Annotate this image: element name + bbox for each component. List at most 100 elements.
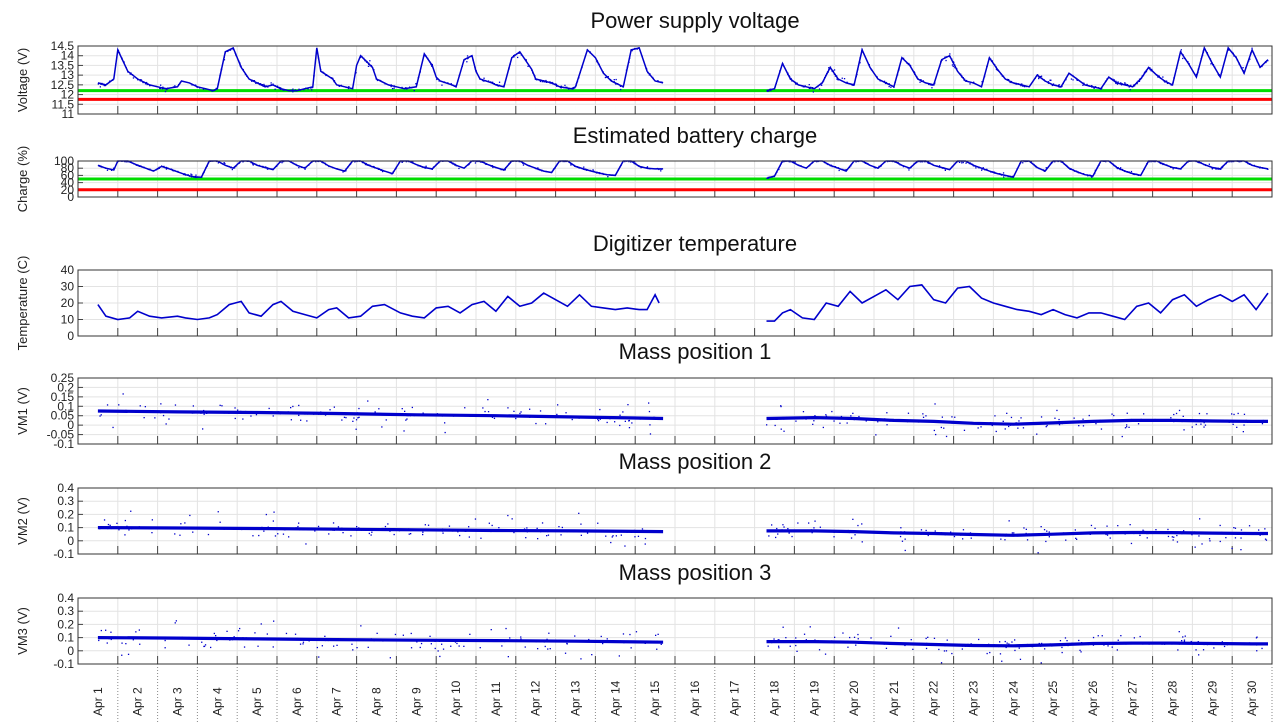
data-point xyxy=(350,528,352,530)
data-point xyxy=(126,410,128,412)
data-point xyxy=(822,641,824,643)
data-point xyxy=(239,627,241,630)
data-point xyxy=(121,642,123,644)
data-point xyxy=(1064,637,1067,639)
data-point xyxy=(767,177,769,179)
data-point xyxy=(916,76,918,78)
data-point xyxy=(946,639,948,641)
data-point xyxy=(1195,73,1198,76)
data-point xyxy=(1248,163,1251,165)
data-point xyxy=(517,415,520,418)
data-point xyxy=(167,637,169,639)
data-point xyxy=(1043,534,1045,536)
x-tick-label: Apr 2 xyxy=(131,687,145,716)
data-point xyxy=(1197,641,1199,643)
data-point xyxy=(266,167,269,169)
data-point xyxy=(526,531,528,533)
data-point xyxy=(940,662,943,664)
data-point xyxy=(356,647,358,649)
y-tick-label: 30 xyxy=(61,280,75,294)
data-point xyxy=(1238,62,1240,64)
data-point xyxy=(1243,643,1246,646)
data-point xyxy=(234,412,236,414)
data-point xyxy=(1178,409,1181,412)
data-point xyxy=(317,525,320,528)
data-point xyxy=(989,422,991,424)
data-point xyxy=(135,164,137,166)
data-point xyxy=(364,163,367,166)
data-point xyxy=(324,639,326,641)
data-point xyxy=(951,64,954,66)
data-point xyxy=(930,644,932,646)
data-point xyxy=(370,66,373,68)
data-point xyxy=(883,419,885,422)
data-point xyxy=(228,165,230,168)
data-point xyxy=(146,81,148,84)
data-point xyxy=(371,413,373,415)
data-point xyxy=(320,69,322,71)
data-point xyxy=(864,531,866,533)
data-point xyxy=(907,167,910,169)
data-point xyxy=(1073,532,1076,534)
data-point xyxy=(620,88,622,91)
data-point xyxy=(1142,529,1144,531)
data-point xyxy=(235,165,237,167)
data-point xyxy=(601,530,603,532)
data-point xyxy=(203,413,205,415)
data-point xyxy=(658,168,660,171)
data-point xyxy=(850,415,852,417)
data-point xyxy=(171,169,173,171)
data-point xyxy=(563,87,565,89)
data-point xyxy=(940,60,942,62)
data-point xyxy=(513,531,515,534)
data-point xyxy=(1065,79,1067,81)
data-point xyxy=(1136,81,1138,84)
data-point xyxy=(1105,421,1107,423)
data-point xyxy=(1184,531,1187,534)
data-point xyxy=(223,163,225,165)
data-point xyxy=(373,413,375,415)
data-point xyxy=(1070,78,1073,80)
data-point xyxy=(1132,173,1134,175)
data-point xyxy=(441,643,443,645)
data-point xyxy=(255,82,257,84)
data-point xyxy=(1267,60,1269,62)
data-point xyxy=(894,81,896,83)
data-point xyxy=(507,407,509,409)
data-point xyxy=(341,419,343,421)
data-point xyxy=(825,414,827,416)
data-point xyxy=(597,522,599,524)
data-point xyxy=(520,54,522,56)
data-point xyxy=(1176,167,1179,169)
data-point xyxy=(902,643,904,646)
data-point xyxy=(179,81,182,83)
data-point xyxy=(261,526,263,529)
data-point xyxy=(1234,537,1237,539)
data-point xyxy=(556,413,558,416)
data-point xyxy=(483,80,485,82)
data-point xyxy=(884,82,887,85)
data-point xyxy=(121,636,123,639)
data-point xyxy=(944,644,946,646)
data-point xyxy=(456,642,458,645)
data-point xyxy=(1157,531,1160,533)
data-point xyxy=(536,527,538,529)
data-point xyxy=(534,78,536,80)
data-point xyxy=(882,418,884,420)
data-point xyxy=(803,633,806,635)
data-point xyxy=(1009,175,1011,178)
data-point xyxy=(1008,520,1010,522)
data-point xyxy=(1236,426,1238,428)
series-points xyxy=(97,47,663,93)
y-tick-label: 0.4 xyxy=(57,591,74,605)
data-point xyxy=(888,85,890,88)
data-point xyxy=(797,416,799,419)
data-point xyxy=(578,417,580,419)
data-point xyxy=(950,531,952,533)
data-point xyxy=(307,87,309,89)
data-point xyxy=(1113,164,1115,166)
data-point xyxy=(555,640,557,642)
data-point xyxy=(1248,525,1251,527)
data-point xyxy=(1009,81,1011,84)
data-point xyxy=(1161,643,1163,645)
